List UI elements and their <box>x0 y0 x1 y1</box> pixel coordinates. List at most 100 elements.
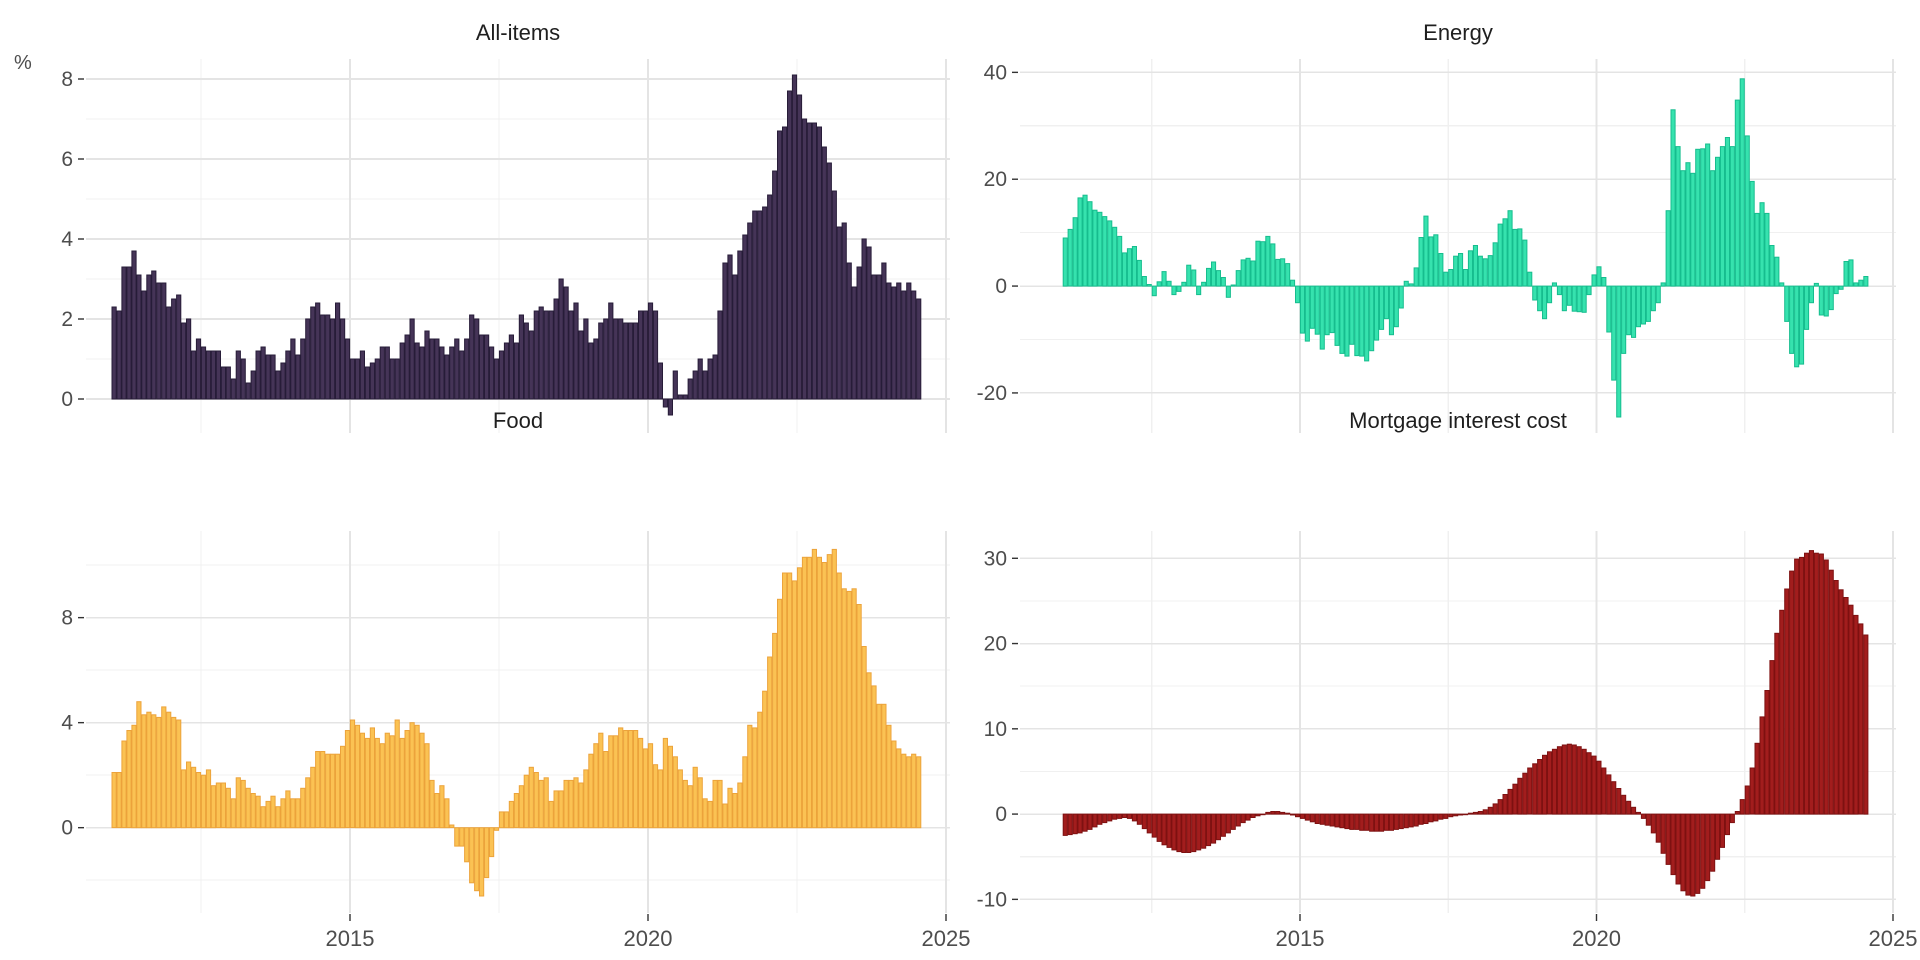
food-bar <box>662 737 668 829</box>
food-bar <box>623 730 629 829</box>
energy-bar <box>1082 194 1088 287</box>
mortgage-interest-cost-bar <box>1393 813 1399 830</box>
food-bar <box>787 572 793 829</box>
all-items-bar <box>811 122 817 400</box>
energy-bar <box>1186 264 1192 287</box>
mortgage-interest-cost-bar <box>1566 743 1572 815</box>
mortgage-interest-cost-bar <box>1556 746 1563 815</box>
mortgage-interest-cost-bar <box>1156 813 1162 842</box>
food-bar <box>295 798 301 829</box>
mortgage-interest-cost-bar <box>1497 799 1503 815</box>
energy-bar <box>1616 285 1622 418</box>
food-bar <box>618 727 624 829</box>
all-items-bar <box>916 298 922 400</box>
all-items-bar <box>325 314 331 400</box>
all-items-bar <box>757 210 763 400</box>
mortgage-interest-cost-bar <box>1477 811 1483 815</box>
all-items-bar <box>255 350 261 400</box>
energy-bar <box>1586 285 1592 296</box>
energy-bar <box>1551 282 1558 287</box>
energy-bar <box>1453 255 1459 287</box>
mortgage-interest-cost-bar <box>1823 559 1829 815</box>
food-bar <box>449 824 455 829</box>
food-bar <box>712 779 718 829</box>
mortgage-interest-cost-bar <box>1369 813 1375 832</box>
energy-bar <box>1151 285 1157 297</box>
energy-bar <box>1719 146 1726 287</box>
mortgage-interest-cost-bar <box>1112 813 1118 820</box>
food-bar <box>578 782 584 829</box>
all-items-bar <box>116 310 122 400</box>
energy-bar <box>1364 285 1370 362</box>
all-items-bar <box>558 278 564 400</box>
energy-bar <box>1502 218 1508 287</box>
all-items-bar <box>419 346 425 400</box>
food-bar <box>116 772 122 829</box>
mortgage-interest-cost-bar <box>1349 813 1355 830</box>
food-bar <box>796 567 803 829</box>
mortgage-interest-cost-bar <box>1087 813 1093 830</box>
mortgage-interest-cost-bar <box>1635 811 1642 815</box>
food-bar <box>911 753 917 829</box>
food-bar <box>340 745 346 829</box>
mortgage-interest-cost-bar <box>1670 813 1676 876</box>
all-items-bar <box>300 338 306 400</box>
all-items-bar <box>489 346 495 400</box>
mortgage-interest-cost-bar <box>1779 609 1785 815</box>
mortgage-interest-cost-bar <box>1631 806 1637 815</box>
energy-bar <box>1077 197 1083 287</box>
food-bar <box>742 756 748 829</box>
all-items-bar <box>717 310 723 400</box>
energy-bar <box>1176 285 1182 292</box>
all-items-bar <box>528 330 534 400</box>
all-items-bar <box>469 314 475 400</box>
all-items-bar <box>787 90 793 400</box>
all-items-bar <box>200 346 207 400</box>
food-bar <box>667 745 673 829</box>
food-bar <box>851 588 857 829</box>
all-items-bar <box>186 318 192 400</box>
food-bar <box>538 779 544 829</box>
mortgage-interest-cost-bar <box>1611 781 1617 815</box>
all-items-bar <box>613 318 619 400</box>
all-items-bar <box>141 290 147 400</box>
energy-bar <box>1329 285 1335 334</box>
all-items-bar <box>737 250 743 400</box>
energy-bar <box>1458 253 1464 287</box>
energy-bar <box>1833 285 1839 295</box>
food-bar <box>558 790 564 829</box>
mortgage-interest-cost-bar <box>1784 588 1790 815</box>
mortgage-interest-cost-bar <box>1319 813 1325 825</box>
all-items-bar <box>359 350 365 400</box>
mortgage-interest-cost-bar <box>1828 569 1834 815</box>
energy-bar <box>1433 234 1439 287</box>
mortgage-interest-cost-bar <box>1645 813 1651 826</box>
mortgage-interest-cost-bar <box>1719 813 1726 848</box>
all-items-bar <box>409 318 415 400</box>
all-items-bar <box>205 350 212 400</box>
mortgage-interest-cost-bar <box>1813 552 1819 815</box>
all-items-bar <box>638 310 644 400</box>
mortgage-interest-cost-bar <box>1626 800 1632 815</box>
energy-bar <box>1319 285 1325 350</box>
all-items-bar <box>260 346 266 400</box>
mortgage-interest-cost-bar <box>1250 813 1256 818</box>
food-bar <box>235 777 241 829</box>
energy-bar <box>1072 217 1078 287</box>
energy-bar <box>1354 285 1360 357</box>
all-items-bar <box>235 350 241 400</box>
all-items-y-tick-label: 4 <box>61 228 73 251</box>
mortgage-interest-cost-bar <box>1151 813 1157 838</box>
food-bar <box>474 827 480 892</box>
all-items-bar <box>439 346 445 400</box>
all-items-bar <box>349 358 356 400</box>
energy-bar <box>1863 276 1869 287</box>
energy-bar <box>1191 269 1197 287</box>
food-x-tick-label: 2020 <box>624 926 673 951</box>
mortgage-interest-cost-y-tick-label: 30 <box>984 547 1007 570</box>
food-bar <box>275 806 281 829</box>
food-bar <box>429 779 435 829</box>
mortgage-interest-cost-bar <box>1650 813 1656 834</box>
all-items-bar <box>881 262 887 400</box>
food-bar <box>469 827 475 884</box>
